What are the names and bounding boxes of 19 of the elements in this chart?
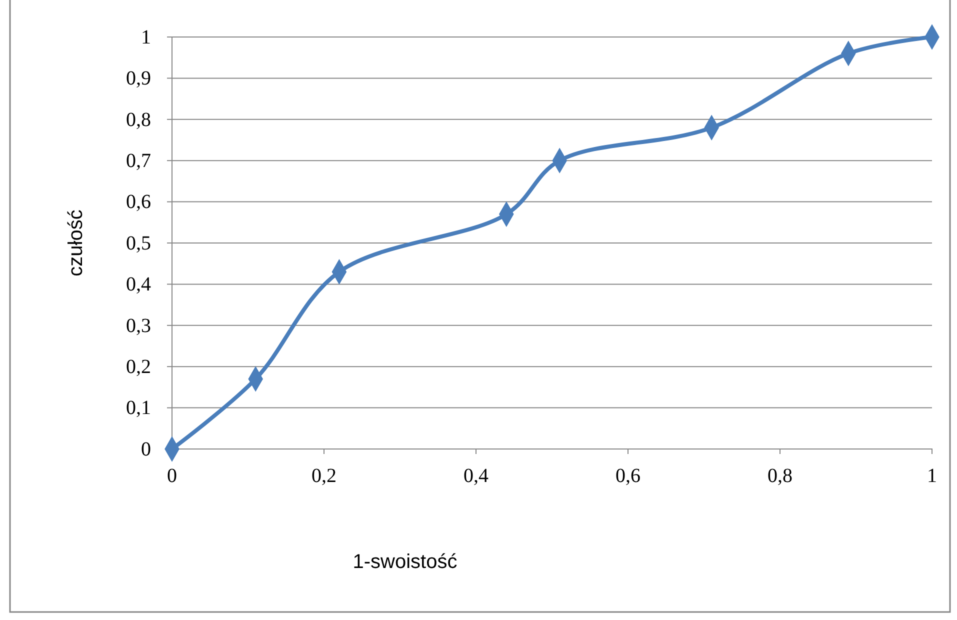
x-tick-label: 0,4 (464, 465, 488, 488)
y-tick-label: 0,9 (126, 68, 151, 90)
x-tick-label: 0,2 (312, 465, 336, 488)
y-tick-label: 0,1 (126, 397, 151, 420)
y-tick-label: 0,6 (126, 191, 151, 214)
x-axis-title: 1-swoistość (352, 551, 458, 573)
x-tick-label: 0,8 (768, 465, 792, 488)
y-tick-label: 0 (141, 438, 151, 460)
y-tick-label: 0,4 (126, 274, 151, 296)
y-tick-label: 0,8 (126, 108, 151, 131)
y-tick-label: 0,7 (126, 150, 151, 172)
y-tick-label: 1 (141, 26, 151, 48)
y-tick-label: 0,3 (126, 314, 151, 337)
x-tick-label: 0 (167, 465, 177, 488)
y-axis-title: czułość (65, 210, 87, 276)
x-tick-label: 1 (927, 465, 937, 488)
y-tick-label: 0,5 (126, 232, 151, 254)
x-tick-label: 0,6 (616, 465, 640, 488)
y-tick-label: 0,2 (126, 356, 151, 378)
